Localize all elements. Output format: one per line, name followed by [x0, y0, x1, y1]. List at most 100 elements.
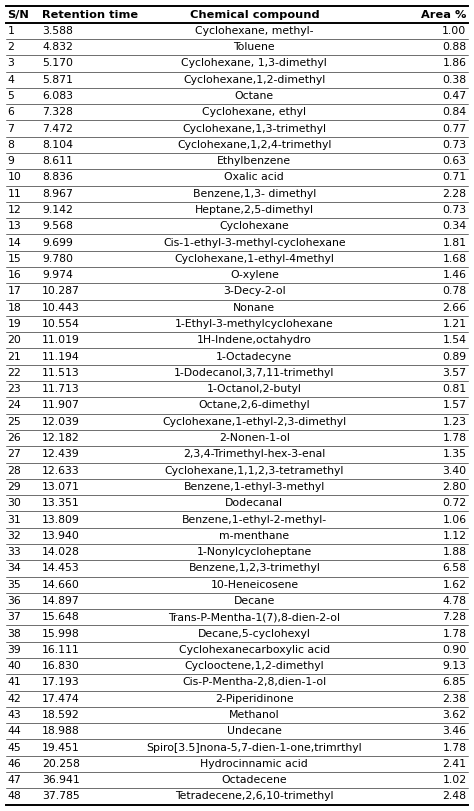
Text: 0.47: 0.47 — [442, 91, 466, 101]
Text: 8.967: 8.967 — [42, 189, 73, 199]
Text: 19: 19 — [8, 319, 21, 329]
Text: 20: 20 — [8, 336, 21, 345]
Text: 12: 12 — [8, 205, 21, 215]
Text: 37: 37 — [8, 612, 21, 622]
Text: Cyclohexanecarboxylic acid: Cyclohexanecarboxylic acid — [179, 645, 330, 654]
Text: 44: 44 — [8, 726, 21, 736]
Text: S/N: S/N — [8, 10, 29, 19]
Text: Cyclohexane,1,2,4-trimethyl: Cyclohexane,1,2,4-trimethyl — [177, 140, 331, 150]
Text: 2.28: 2.28 — [442, 189, 466, 199]
Text: 40: 40 — [8, 661, 21, 671]
Text: 41: 41 — [8, 677, 21, 688]
Text: 35: 35 — [8, 580, 21, 590]
Text: 1.06: 1.06 — [442, 514, 466, 525]
Text: Tetradecene,2,6,10-trimethyl: Tetradecene,2,6,10-trimethyl — [175, 792, 334, 801]
Text: 8.836: 8.836 — [42, 173, 73, 182]
Text: 0.38: 0.38 — [442, 75, 466, 85]
Text: 0.88: 0.88 — [442, 42, 466, 52]
Text: 47: 47 — [8, 775, 21, 785]
Text: Retention time: Retention time — [42, 10, 138, 19]
Text: Benzene,1-ethyl-2-methyl-: Benzene,1-ethyl-2-methyl- — [182, 514, 327, 525]
Text: 17: 17 — [8, 286, 21, 297]
Text: 5.871: 5.871 — [42, 75, 73, 85]
Text: Cyclohexane,1-ethyl-2,3-dimethyl: Cyclohexane,1-ethyl-2,3-dimethyl — [162, 417, 346, 427]
Text: 1.35: 1.35 — [442, 449, 466, 459]
Text: Cyclohexane, methyl-: Cyclohexane, methyl- — [195, 26, 314, 36]
Text: 11.713: 11.713 — [42, 384, 80, 394]
Text: 6: 6 — [8, 107, 15, 118]
Text: Undecane: Undecane — [227, 726, 282, 736]
Text: 6.083: 6.083 — [42, 91, 73, 101]
Text: 8.104: 8.104 — [42, 140, 73, 150]
Text: 11.019: 11.019 — [42, 336, 80, 345]
Text: 13.940: 13.940 — [42, 530, 80, 541]
Text: 13.809: 13.809 — [42, 514, 80, 525]
Text: Cyclooctene,1,2-dimethyl: Cyclooctene,1,2-dimethyl — [184, 661, 324, 671]
Text: Cyclohexane,1,1,2,3-tetramethyl: Cyclohexane,1,1,2,3-tetramethyl — [164, 466, 344, 475]
Text: 16.111: 16.111 — [42, 645, 80, 654]
Text: 3.40: 3.40 — [442, 466, 466, 475]
Text: 25: 25 — [8, 417, 21, 427]
Text: Chemical compound: Chemical compound — [190, 10, 319, 19]
Text: 38: 38 — [8, 629, 21, 638]
Text: Cis-P-Mentha-2,8,dien-1-ol: Cis-P-Mentha-2,8,dien-1-ol — [182, 677, 327, 688]
Text: 15: 15 — [8, 254, 21, 264]
Text: 9.568: 9.568 — [42, 221, 73, 231]
Text: 27: 27 — [8, 449, 21, 459]
Text: Methanol: Methanol — [229, 710, 280, 720]
Text: Cyclohexane,1,3-trimethyl: Cyclohexane,1,3-trimethyl — [182, 123, 326, 134]
Text: Benzene,1,3- dimethyl: Benzene,1,3- dimethyl — [193, 189, 316, 199]
Text: 18.988: 18.988 — [42, 726, 80, 736]
Text: 0.84: 0.84 — [442, 107, 466, 118]
Text: Cis-1-ethyl-3-methyl-cyclohexane: Cis-1-ethyl-3-methyl-cyclohexane — [163, 238, 346, 247]
Text: 3.46: 3.46 — [442, 726, 466, 736]
Text: 12.439: 12.439 — [42, 449, 80, 459]
Text: 31: 31 — [8, 514, 21, 525]
Text: 16: 16 — [8, 270, 21, 281]
Text: 11.513: 11.513 — [42, 368, 80, 378]
Text: Toluene: Toluene — [234, 42, 275, 52]
Text: 29: 29 — [8, 482, 21, 492]
Text: 32: 32 — [8, 530, 21, 541]
Text: 1-Dodecanol,3,7,11-trimethyl: 1-Dodecanol,3,7,11-trimethyl — [174, 368, 335, 378]
Text: 0.89: 0.89 — [442, 352, 466, 362]
Text: 2-Piperidinone: 2-Piperidinone — [215, 693, 294, 704]
Text: 1.57: 1.57 — [442, 401, 466, 410]
Text: Benzene,1,2,3-trimethyl: Benzene,1,2,3-trimethyl — [188, 564, 320, 573]
Text: 10.443: 10.443 — [42, 303, 80, 313]
Text: Octadecene: Octadecene — [221, 775, 287, 785]
Text: 1.88: 1.88 — [442, 547, 466, 557]
Text: 18: 18 — [8, 303, 21, 313]
Text: 7.328: 7.328 — [42, 107, 73, 118]
Text: 13.071: 13.071 — [42, 482, 80, 492]
Text: Nonane: Nonane — [233, 303, 275, 313]
Text: 2-Nonen-1-ol: 2-Nonen-1-ol — [219, 433, 290, 443]
Text: Ethylbenzene: Ethylbenzene — [217, 157, 292, 166]
Text: 9.974: 9.974 — [42, 270, 73, 281]
Text: 17.193: 17.193 — [42, 677, 80, 688]
Text: 10.554: 10.554 — [42, 319, 80, 329]
Text: 1-Ethyl-3-methylcyclohexane: 1-Ethyl-3-methylcyclohexane — [175, 319, 334, 329]
Text: 1.46: 1.46 — [442, 270, 466, 281]
Text: 11: 11 — [8, 189, 21, 199]
Text: 36: 36 — [8, 596, 21, 606]
Text: 3.62: 3.62 — [442, 710, 466, 720]
Text: 7: 7 — [8, 123, 15, 134]
Text: 2.48: 2.48 — [442, 792, 466, 801]
Text: Cyclohexane,1,2-dimethyl: Cyclohexane,1,2-dimethyl — [183, 75, 326, 85]
Text: Trans-P-Mentha-1(7),8-dien-2-ol: Trans-P-Mentha-1(7),8-dien-2-ol — [168, 612, 340, 622]
Text: Decane,5-cyclohexyl: Decane,5-cyclohexyl — [198, 629, 311, 638]
Text: 9.780: 9.780 — [42, 254, 73, 264]
Text: Hydrocinnamic acid: Hydrocinnamic acid — [201, 759, 308, 769]
Text: 12.039: 12.039 — [42, 417, 80, 427]
Text: 1.54: 1.54 — [442, 336, 466, 345]
Text: 2,3,4-Trimethyl-hex-3-enal: 2,3,4-Trimethyl-hex-3-enal — [183, 449, 326, 459]
Text: 43: 43 — [8, 710, 21, 720]
Text: 2: 2 — [8, 42, 15, 52]
Text: 8: 8 — [8, 140, 15, 150]
Text: 10.287: 10.287 — [42, 286, 80, 297]
Text: 4: 4 — [8, 75, 15, 85]
Text: Area %: Area % — [421, 10, 466, 19]
Text: 46: 46 — [8, 759, 21, 769]
Text: 1.81: 1.81 — [442, 238, 466, 247]
